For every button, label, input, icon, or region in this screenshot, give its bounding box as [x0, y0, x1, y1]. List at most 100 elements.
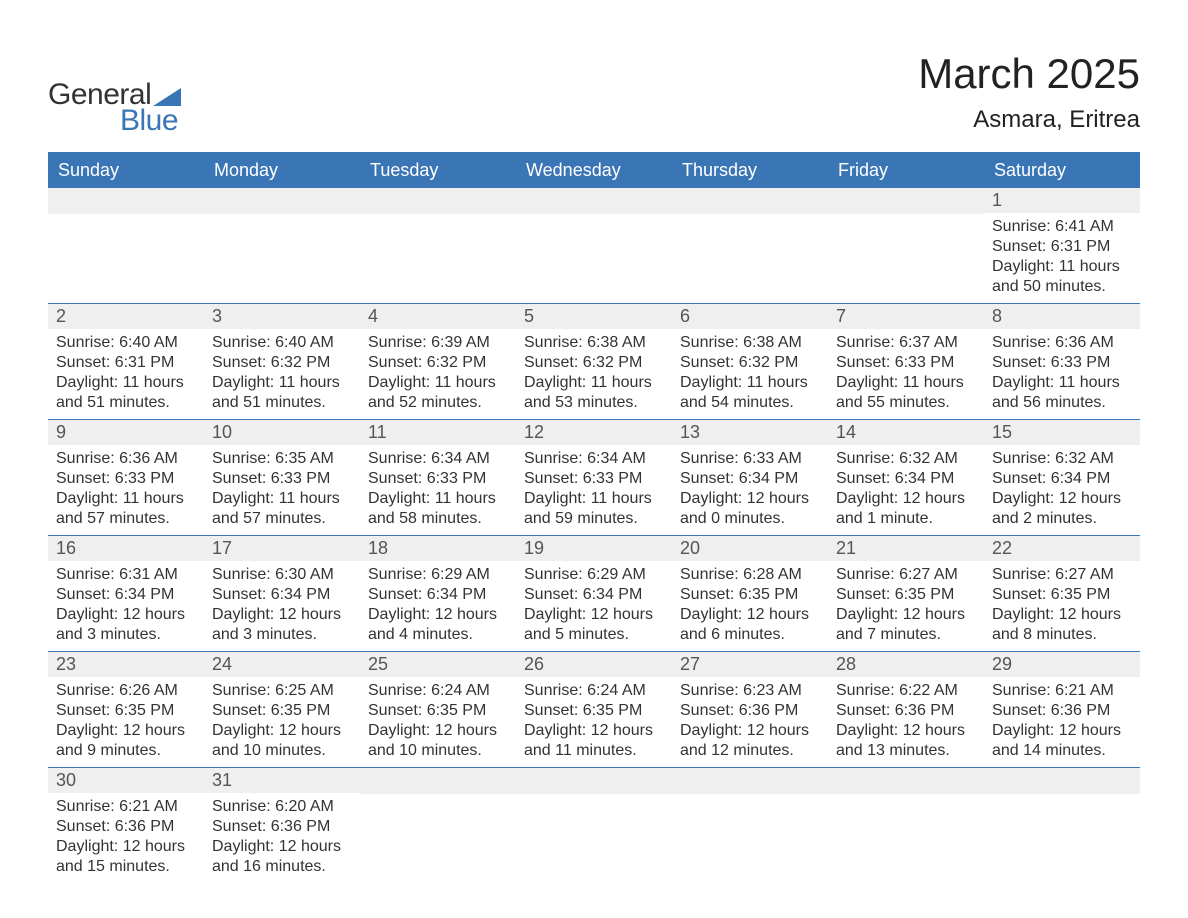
sunrise-text: Sunrise: 6:28 AM	[680, 565, 820, 585]
day-number: 3	[204, 304, 360, 329]
calendar-week-row: 30Sunrise: 6:21 AMSunset: 6:36 PMDayligh…	[48, 768, 1140, 884]
day-body: Sunrise: 6:28 AMSunset: 6:35 PMDaylight:…	[672, 561, 828, 651]
calendar-cell: 6Sunrise: 6:38 AMSunset: 6:32 PMDaylight…	[672, 304, 828, 420]
sunrise-text: Sunrise: 6:26 AM	[56, 681, 196, 701]
calendar-cell	[516, 188, 672, 304]
sunrise-text: Sunrise: 6:38 AM	[680, 333, 820, 353]
calendar-cell: 29Sunrise: 6:21 AMSunset: 6:36 PMDayligh…	[984, 652, 1140, 768]
sunset-text: Sunset: 6:34 PM	[524, 585, 664, 605]
sunrise-text: Sunrise: 6:29 AM	[368, 565, 508, 585]
day-number-empty	[828, 188, 984, 214]
day-body: Sunrise: 6:27 AMSunset: 6:35 PMDaylight:…	[828, 561, 984, 651]
calendar-cell	[828, 768, 984, 884]
day-of-week-header: Friday	[828, 153, 984, 188]
sunrise-text: Sunrise: 6:25 AM	[212, 681, 352, 701]
day-number: 21	[828, 536, 984, 561]
sunset-text: Sunset: 6:36 PM	[56, 817, 196, 837]
day-body: Sunrise: 6:34 AMSunset: 6:33 PMDaylight:…	[516, 445, 672, 535]
sunset-text: Sunset: 6:35 PM	[212, 701, 352, 721]
day-number: 9	[48, 420, 204, 445]
daylight-text: Daylight: 12 hours and 3 minutes.	[56, 605, 196, 645]
daylight-text: Daylight: 11 hours and 55 minutes.	[836, 373, 976, 413]
calendar-cell: 1Sunrise: 6:41 AMSunset: 6:31 PMDaylight…	[984, 188, 1140, 304]
calendar-cell: 3Sunrise: 6:40 AMSunset: 6:32 PMDaylight…	[204, 304, 360, 420]
daylight-text: Daylight: 12 hours and 10 minutes.	[212, 721, 352, 761]
sunset-text: Sunset: 6:32 PM	[524, 353, 664, 373]
day-of-week-header: Saturday	[984, 153, 1140, 188]
day-body: Sunrise: 6:29 AMSunset: 6:34 PMDaylight:…	[516, 561, 672, 651]
day-body: Sunrise: 6:35 AMSunset: 6:33 PMDaylight:…	[204, 445, 360, 535]
header: General Blue March 2025 Asmara, Eritrea	[48, 50, 1140, 138]
daylight-text: Daylight: 11 hours and 54 minutes.	[680, 373, 820, 413]
daylight-text: Daylight: 11 hours and 59 minutes.	[524, 489, 664, 529]
day-number-empty	[828, 768, 984, 794]
calendar-cell: 27Sunrise: 6:23 AMSunset: 6:36 PMDayligh…	[672, 652, 828, 768]
calendar-cell: 12Sunrise: 6:34 AMSunset: 6:33 PMDayligh…	[516, 420, 672, 536]
sunset-text: Sunset: 6:34 PM	[56, 585, 196, 605]
sunrise-text: Sunrise: 6:38 AM	[524, 333, 664, 353]
day-of-week-header: Tuesday	[360, 153, 516, 188]
calendar-cell	[828, 188, 984, 304]
day-body: Sunrise: 6:39 AMSunset: 6:32 PMDaylight:…	[360, 329, 516, 419]
sunrise-text: Sunrise: 6:34 AM	[368, 449, 508, 469]
day-body: Sunrise: 6:24 AMSunset: 6:35 PMDaylight:…	[360, 677, 516, 767]
sunset-text: Sunset: 6:32 PM	[680, 353, 820, 373]
day-number: 18	[360, 536, 516, 561]
day-body: Sunrise: 6:32 AMSunset: 6:34 PMDaylight:…	[828, 445, 984, 535]
calendar-cell: 16Sunrise: 6:31 AMSunset: 6:34 PMDayligh…	[48, 536, 204, 652]
day-number: 28	[828, 652, 984, 677]
sunrise-text: Sunrise: 6:23 AM	[680, 681, 820, 701]
calendar-cell: 24 Sunrise: 6:25 AMSunset: 6:35 PMDayligh…	[204, 652, 360, 768]
sunset-text: Sunset: 6:35 PM	[836, 585, 976, 605]
title-block: March 2025 Asmara, Eritrea	[918, 50, 1140, 134]
day-number: 19	[516, 536, 672, 561]
day-number: 14	[828, 420, 984, 445]
calendar-cell	[672, 188, 828, 304]
daylight-text: Daylight: 11 hours and 51 minutes.	[56, 373, 196, 413]
day-number: 15	[984, 420, 1140, 445]
sunrise-text: Sunrise: 6:29 AM	[524, 565, 664, 585]
day-body: Sunrise: 6:31 AMSunset: 6:34 PMDaylight:…	[48, 561, 204, 651]
daylight-text: Daylight: 12 hours and 9 minutes.	[56, 721, 196, 761]
day-of-week-header: Thursday	[672, 153, 828, 188]
calendar-cell: 7Sunrise: 6:37 AMSunset: 6:33 PMDaylight…	[828, 304, 984, 420]
sunset-text: Sunset: 6:35 PM	[368, 701, 508, 721]
calendar-cell	[204, 188, 360, 304]
sunset-text: Sunset: 6:36 PM	[836, 701, 976, 721]
calendar-cell: 18Sunrise: 6:29 AMSunset: 6:34 PMDayligh…	[360, 536, 516, 652]
daylight-text: Daylight: 12 hours and 2 minutes.	[992, 489, 1132, 529]
day-body-empty	[48, 214, 204, 294]
sunrise-text: Sunrise: 6:21 AM	[56, 797, 196, 817]
sunrise-text: Sunrise: 6:33 AM	[680, 449, 820, 469]
day-body-empty	[204, 214, 360, 294]
day-number: 4	[360, 304, 516, 329]
calendar-cell: 23Sunrise: 6:26 AMSunset: 6:35 PMDayligh…	[48, 652, 204, 768]
day-number: 29	[984, 652, 1140, 677]
day-of-week-header: Wednesday	[516, 153, 672, 188]
calendar-cell: 28Sunrise: 6:22 AMSunset: 6:36 PMDayligh…	[828, 652, 984, 768]
sunset-text: Sunset: 6:33 PM	[992, 353, 1132, 373]
sunset-text: Sunset: 6:34 PM	[368, 585, 508, 605]
day-number: 2	[48, 304, 204, 329]
sunset-text: Sunset: 6:31 PM	[56, 353, 196, 373]
day-body: Sunrise: 6:33 AMSunset: 6:34 PMDaylight:…	[672, 445, 828, 535]
day-number: 31	[204, 768, 360, 793]
sunrise-text: Sunrise: 6:36 AM	[56, 449, 196, 469]
day-number: 11	[360, 420, 516, 445]
calendar-cell: 21Sunrise: 6:27 AMSunset: 6:35 PMDayligh…	[828, 536, 984, 652]
day-body-empty	[516, 214, 672, 294]
logo: General Blue	[48, 78, 181, 138]
day-body: Sunrise: 6:38 AMSunset: 6:32 PMDaylight:…	[672, 329, 828, 419]
sunset-text: Sunset: 6:34 PM	[212, 585, 352, 605]
day-number: 24	[204, 652, 360, 677]
daylight-text: Daylight: 12 hours and 10 minutes.	[368, 721, 508, 761]
sunrise-text: Sunrise: 6:21 AM	[992, 681, 1132, 701]
calendar-cell: 11Sunrise: 6:34 AMSunset: 6:33 PMDayligh…	[360, 420, 516, 536]
calendar-cell: 15Sunrise: 6:32 AMSunset: 6:34 PMDayligh…	[984, 420, 1140, 536]
daylight-text: Daylight: 11 hours and 50 minutes.	[992, 257, 1132, 297]
calendar-cell: 9Sunrise: 6:36 AMSunset: 6:33 PMDaylight…	[48, 420, 204, 536]
sunset-text: Sunset: 6:33 PM	[368, 469, 508, 489]
calendar-cell: 22Sunrise: 6:27 AMSunset: 6:35 PMDayligh…	[984, 536, 1140, 652]
day-number: 13	[672, 420, 828, 445]
day-body: Sunrise: 6:22 AMSunset: 6:36 PMDaylight:…	[828, 677, 984, 767]
